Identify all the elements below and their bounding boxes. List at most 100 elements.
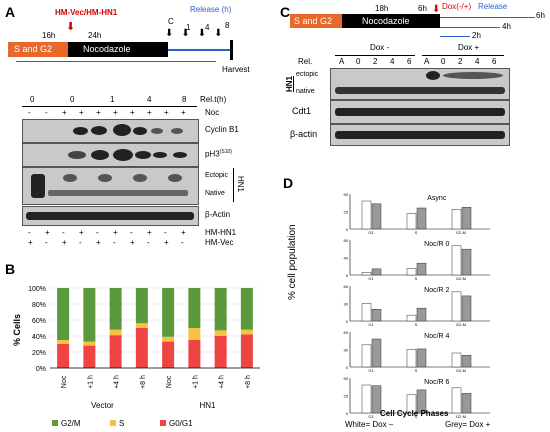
dox-minus: Dox -	[370, 43, 390, 52]
timeline-a: S and G2 Nocodazole	[8, 40, 233, 64]
noc-sign-4: +	[96, 108, 101, 117]
panel-c-letter: C	[280, 4, 291, 20]
xtick-b-5: +1 h	[192, 375, 199, 389]
release-label-c: Release	[478, 2, 508, 11]
d-bar-4-2-1	[461, 393, 472, 414]
hm-hn1-sign-0: -	[28, 228, 31, 237]
d-bar-2-2-0	[451, 291, 462, 322]
d-bar-1-2-0	[451, 245, 462, 276]
hm-hn1-sign-9: +	[181, 228, 186, 237]
xtick-b-6: +4 h	[219, 375, 226, 389]
label-ectopic: Ectopic	[205, 172, 228, 179]
bar-G0G1-7	[240, 334, 253, 368]
bar-G0G1-3	[135, 328, 148, 368]
hm-vec-sign-9: -	[181, 238, 184, 247]
d-bar-3-0-0	[361, 344, 372, 368]
ectopic-label-c: ectopic	[296, 71, 319, 78]
noc-signs-row: - - + + + + + + + +	[22, 109, 197, 119]
ph3-text: pH3	[205, 149, 220, 159]
blot-actin-a	[22, 206, 199, 226]
ytick-b-5: 100%	[28, 286, 46, 293]
d-legend-white: White= Dox –	[345, 420, 394, 429]
hm-hn1-sign-7: +	[147, 228, 152, 237]
blot-actin-c	[330, 124, 510, 146]
d-xtick-4-1: S	[415, 414, 418, 419]
blot-hn1	[22, 167, 199, 205]
d-bar-3-2-0	[451, 352, 462, 368]
d-bar-4-2-0	[451, 387, 462, 414]
ph3-sup: (S10)	[219, 149, 232, 155]
relt-row: 0 0 1 4 8	[22, 96, 197, 108]
lane-label-2: 2	[373, 57, 378, 66]
d-bar-2-0-0	[361, 303, 372, 322]
phase-noc-label: Nocodazole	[83, 44, 131, 54]
blot-ph3	[22, 143, 199, 167]
harvest-line	[230, 40, 233, 60]
hm-hn1-sign-1: +	[45, 228, 50, 237]
d-bar-1-1-0	[406, 268, 417, 276]
rel-line-4h	[440, 27, 500, 28]
hm-vec-sign-3: -	[79, 238, 82, 247]
bar-G2M-0	[57, 288, 70, 340]
d-bar-4-0-0	[361, 384, 372, 414]
d-ytick-0-1: 25	[344, 210, 349, 215]
lane-label-8: 4	[475, 57, 480, 66]
noc-sign-3: +	[79, 108, 84, 117]
t16-label: 16h	[42, 31, 56, 40]
treatment-arrow-icon: ⬇	[66, 21, 76, 33]
bar-S-5	[188, 328, 201, 340]
ylabel-b: % Cells	[12, 314, 22, 346]
rel-4h: 4h	[502, 22, 511, 31]
hm-hn1-sign-3: +	[79, 228, 84, 237]
bar-G2M-5	[188, 288, 201, 328]
noc-sign-5: +	[113, 108, 118, 117]
d-ytick-2-1: 30	[344, 302, 349, 307]
bar-G2M-4	[162, 288, 175, 337]
hm-hn1-label: HM-HN1	[205, 228, 237, 237]
xtick-b-4: Noc	[166, 375, 173, 388]
bar-G2M-1	[83, 288, 96, 342]
d-bar-4-1-0	[406, 394, 417, 414]
dox-minus-line	[335, 55, 415, 56]
bar-S-1	[83, 341, 96, 346]
phase-sg2-label-c: S and G2	[294, 16, 333, 26]
bar-G0G1-1	[83, 345, 96, 368]
d-bar-2-1-1	[416, 307, 427, 322]
d-ytick-3-0: 0	[346, 365, 349, 370]
lane-label-1: 0	[356, 57, 361, 66]
hm-hn1-sign-2: -	[62, 228, 65, 237]
d-ytick-3-2: 60	[344, 330, 349, 335]
legend-label-0: G2/M	[61, 419, 81, 428]
lane-label-4: 6	[407, 57, 412, 66]
xtick-b-3: +8 h	[140, 375, 147, 389]
group-b-1: HN1	[199, 401, 216, 410]
panel-a-letter: A	[5, 4, 16, 20]
d-ylabel: % cell population	[287, 224, 298, 300]
hm-vec-sign-7: -	[147, 238, 150, 247]
d-title-0: Async	[427, 195, 447, 202]
d-title-2: Noc/R 2	[424, 287, 449, 294]
hn1-label-c: HN1	[285, 75, 295, 93]
label-native: Native	[205, 190, 225, 197]
blot-cyclinb1	[22, 119, 199, 143]
noc-sign-9: +	[181, 108, 186, 117]
d-xtick-0-2: G2-M	[456, 230, 466, 235]
d-xtick-3-1: S	[415, 368, 418, 373]
release-line	[168, 49, 230, 51]
relt-4: 4	[147, 95, 152, 104]
hm-vec-sign-4: +	[96, 238, 101, 247]
dox-arrow-icon: ⬇	[432, 4, 441, 15]
release-label: Release (h)	[190, 5, 232, 14]
relt-0a: 0	[30, 95, 35, 104]
noc-label: Noc	[205, 108, 220, 117]
hm-hn1-sign-5: +	[113, 228, 118, 237]
chart-b: 0% 20% 40% 60% 80% 100% % Cells Noc +1 h +4 h +8 h…	[12, 286, 260, 428]
d-xtick-4-2: G2-M	[456, 414, 466, 419]
bar-S-2	[109, 329, 122, 336]
d-bar-0-2-0	[451, 209, 462, 230]
rel-label-c: Rel.	[298, 57, 313, 66]
legend-label-2: G0/G1	[169, 419, 193, 428]
xtick-b-1: +1 h	[87, 375, 94, 389]
blot-cdt1	[330, 100, 510, 124]
legend-swatch-2	[160, 420, 166, 426]
